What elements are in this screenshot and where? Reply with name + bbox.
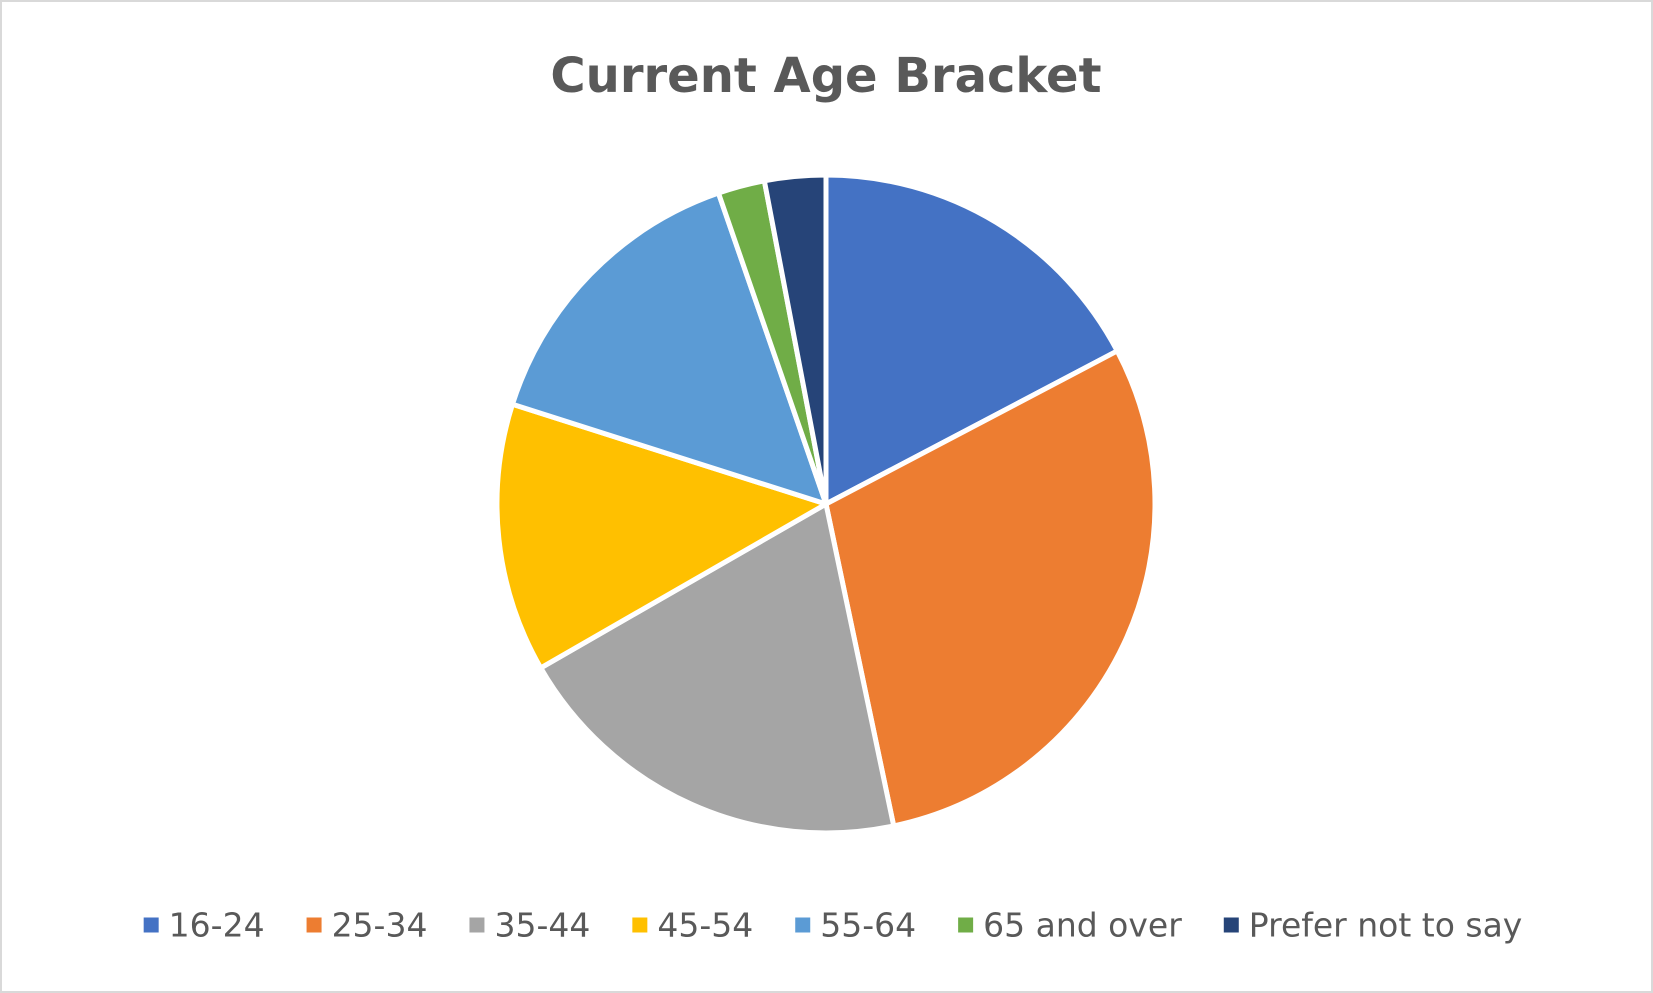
legend-marker	[469, 917, 485, 933]
legend-marker	[1223, 917, 1239, 933]
legend-label: 35-44	[494, 906, 590, 945]
legend-label: 55-64	[820, 906, 916, 945]
legend-label: 45-54	[657, 906, 753, 945]
pie-slice	[823, 348, 1158, 829]
legend-marker	[795, 917, 811, 933]
legend-marker	[306, 917, 322, 933]
legend-label: 65 and over	[983, 906, 1182, 945]
pie-slice	[538, 501, 897, 836]
legend-label: Prefer not to say	[1249, 906, 1523, 945]
legend-marker	[632, 917, 648, 933]
legend-label: 16-24	[169, 906, 265, 945]
pie-slice	[761, 172, 829, 507]
pie-slice	[494, 401, 829, 671]
legend-marker	[143, 917, 159, 933]
pie-slice	[509, 190, 829, 507]
legend-marker	[958, 917, 974, 933]
chart-title: Current Age Bracket	[550, 48, 1101, 104]
legend-label: 25-34	[332, 906, 428, 945]
pie-slice	[823, 172, 1120, 507]
